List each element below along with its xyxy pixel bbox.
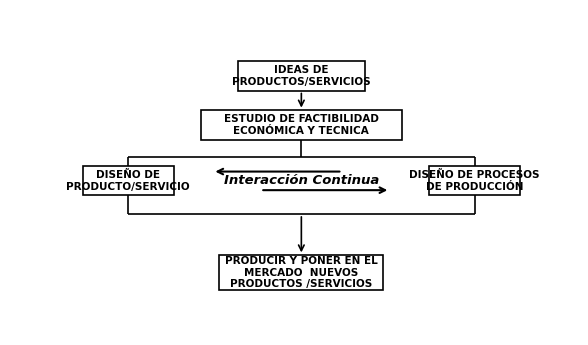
- Text: Interacción Continua: Interacción Continua: [223, 174, 379, 187]
- FancyBboxPatch shape: [219, 255, 383, 290]
- FancyBboxPatch shape: [238, 61, 365, 90]
- Text: DISEÑO DE
PRODUCTO/SERVICIO: DISEÑO DE PRODUCTO/SERVICIO: [66, 170, 190, 192]
- FancyBboxPatch shape: [82, 166, 174, 196]
- Text: PRODUCIR Y PONER EN EL
MERCADO  NUEVOS
PRODUCTOS /SERVICIOS: PRODUCIR Y PONER EN EL MERCADO NUEVOS PR…: [225, 256, 377, 289]
- Text: IDEAS DE
PRODUCTOS/SERVICIOS: IDEAS DE PRODUCTOS/SERVICIOS: [232, 65, 370, 87]
- Text: DISEÑO DE PROCESOS
DE PRODUCCIÓN: DISEÑO DE PROCESOS DE PRODUCCIÓN: [409, 170, 540, 192]
- FancyBboxPatch shape: [201, 110, 402, 140]
- Text: ESTUDIO DE FACTIBILIDAD
ECONÓMICA Y TECNICA: ESTUDIO DE FACTIBILIDAD ECONÓMICA Y TECN…: [224, 114, 379, 136]
- FancyBboxPatch shape: [429, 166, 520, 196]
